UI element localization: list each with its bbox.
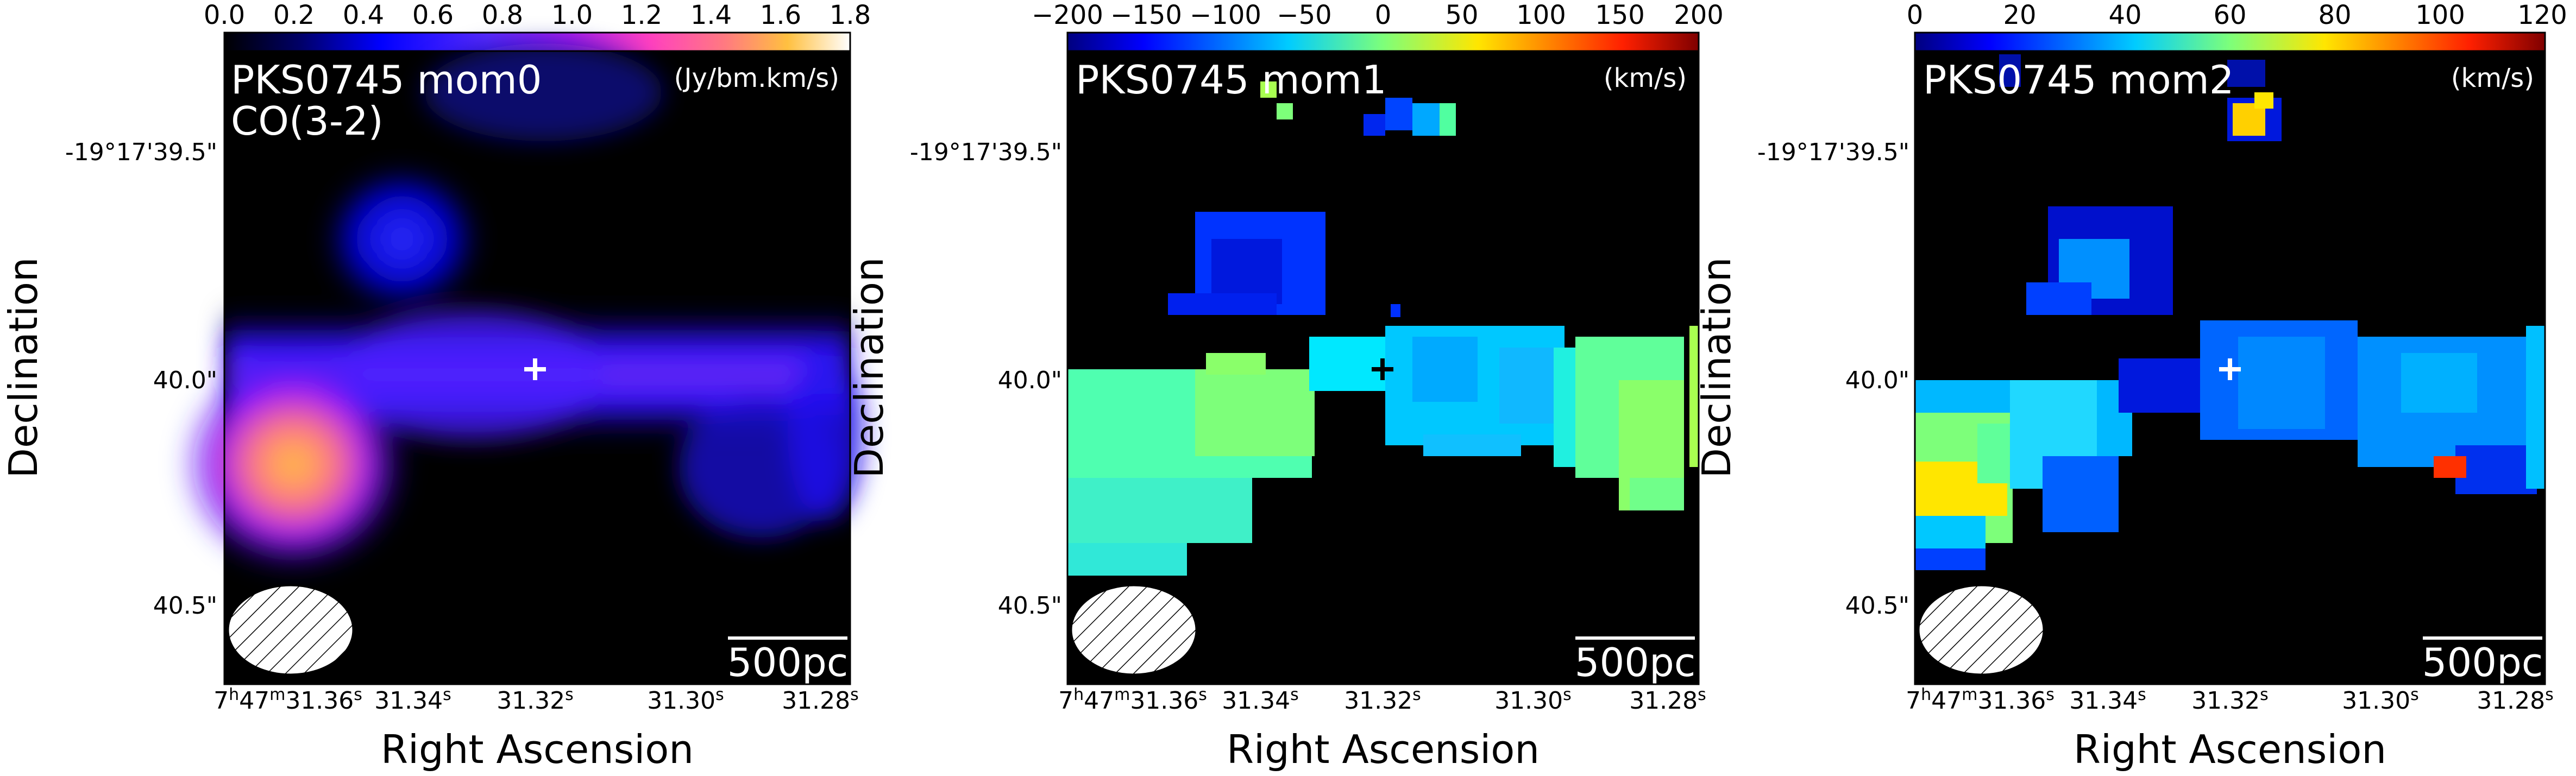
x-tick-label: 31.34s: [374, 685, 451, 715]
colorbar-mom1-tick: −200: [1032, 0, 1103, 30]
colorbar-mom2-tick: 40: [2108, 0, 2141, 30]
colorbar-mom0-tick: 1.2: [621, 0, 662, 30]
scale-bar: 500pc: [1575, 636, 1696, 685]
colorbar-mom0-tick: 1.6: [760, 0, 801, 30]
x-tick-label: 31.28s: [2477, 685, 2554, 715]
beam-ellipse: [227, 584, 354, 676]
colorbar-mom1-tick: 0: [1375, 0, 1392, 30]
colorbar-mom0: 0.0 0.2 0.4 0.6 0.8 1.0 1.2 1.4 1.6 1.8: [204, 0, 871, 52]
y-tick-label: 40.5": [153, 592, 217, 620]
colorbar-mom0-tick: 1.4: [690, 0, 732, 30]
center-marker: [524, 358, 546, 380]
x-axis-title: Right Ascension: [381, 727, 694, 772]
y-tick-label: -19°17'39.5": [1757, 138, 1909, 166]
y-axis-mom0: Declination -19°17'39.5" 40.0" 40.5": [1, 138, 217, 620]
panel-mom2: 0 20 40 60 80 100 120: [1694, 0, 2567, 772]
y-tick-label: 40.0": [998, 367, 1062, 394]
x-tick-label: 31.34s: [2069, 685, 2146, 715]
panel-mom1: −200 −150 −100 −50 0 50 100 150 200: [846, 0, 1724, 772]
colorbar-mom0-tick: 1.8: [830, 0, 871, 30]
panel-mom1-title: PKS0745 mom1: [1076, 57, 1387, 103]
colorbar-mom2-tick: 60: [2213, 0, 2246, 30]
x-axis-mom1: 7h47m31.36s 31.34s 31.32s 31.30s 31.28s …: [1058, 685, 1706, 772]
colorbar-mom1-tick: 200: [1674, 0, 1724, 30]
center-marker: [1372, 358, 1393, 380]
image-mom1: PKS0745 mom1 (km/s) 500pc: [1066, 50, 1700, 685]
colorbar-mom1-tick: −100: [1190, 0, 1261, 30]
panel-mom2-unit: (km/s): [2451, 63, 2534, 93]
colorbar-mom1-tick: −50: [1277, 0, 1331, 30]
colorbar-mom2-tick: 80: [2318, 0, 2351, 30]
y-axis-mom2: Declination -19°17'39.5" 40.0" 40.5": [1694, 138, 1909, 620]
colorbar-mom1-tick: 50: [1445, 0, 1478, 30]
colorbar-mom2-gradient: [1914, 31, 2546, 52]
colorbar-mom2-tick: 100: [2415, 0, 2465, 30]
x-tick-label: 31.30s: [647, 685, 724, 715]
colorbar-mom0-tick: 0.4: [343, 0, 384, 30]
x-tick-label: 31.32s: [1344, 685, 1421, 715]
x-tick-label: 31.32s: [2191, 685, 2269, 715]
colorbar-mom1-tick: 150: [1595, 0, 1645, 30]
y-tick-label: 40.0": [153, 367, 217, 394]
colorbar-mom1-gradient: [1066, 31, 1700, 52]
colorbar-mom0-tick: 0.8: [482, 0, 523, 30]
x-axis-title: Right Ascension: [1227, 727, 1540, 772]
colorbar-mom2: 0 20 40 60 80 100 120: [1907, 0, 2567, 52]
x-tick-label: 31.32s: [497, 685, 574, 715]
panel-mom2-title: PKS0745 mom2: [1923, 57, 2234, 103]
y-tick-label: 40.5": [1845, 592, 1909, 620]
x-axis-title: Right Ascension: [2074, 727, 2386, 772]
image-mom2: PKS0745 mom2 (km/s) 500pc: [1914, 50, 2546, 685]
panel-mom0: 0.0 0.2 0.4 0.6 0.8 1.0 1.2 1.4 1.6 1.8 …: [1, 0, 871, 772]
scale-bar-label: 500pc: [1575, 640, 1696, 685]
colorbar-mom1-tick: −150: [1110, 0, 1182, 30]
panel-mom0-title: PKS0745 mom0: [231, 57, 542, 103]
colorbar-mom2-tick: 120: [2517, 0, 2567, 30]
scale-bar: 500pc: [727, 636, 849, 685]
x-tick-label: 31.30s: [1494, 685, 1572, 715]
panel-mom0-unit: (Jy/bm.km/s): [674, 63, 839, 93]
colorbar-mom0-tick: 0.6: [412, 0, 454, 30]
x-tick-label: 7h47m31.36s: [1906, 685, 2054, 715]
y-tick-label: 40.0": [1845, 367, 1909, 394]
scale-bar-label: 500pc: [727, 640, 849, 685]
y-axis-title: Declination: [846, 257, 892, 478]
y-axis-mom1: Declination -19°17'39.5" 40.0" 40.5": [846, 138, 1062, 620]
velocity-pixels: [1067, 81, 1698, 576]
image-mom0: PKS0745 mom0 CO(3-2) (Jy/bm.km/s) 500pc: [179, 43, 864, 685]
y-tick-label: 40.5": [998, 592, 1062, 620]
y-tick-label: -19°17'39.5": [65, 138, 217, 166]
y-axis-title: Declination: [1, 257, 46, 478]
colorbar-mom2-tick: 0: [1907, 0, 1924, 30]
x-tick-label: 7h47m31.36s: [1058, 685, 1207, 715]
colorbar-mom2-tick: 20: [2003, 0, 2036, 30]
x-tick-label: 31.34s: [1222, 685, 1299, 715]
x-tick-label: 31.30s: [2342, 685, 2419, 715]
colorbar-mom0-tick: 0.2: [273, 0, 315, 30]
x-axis-mom2: 7h47m31.36s 31.34s 31.32s 31.30s 31.28s …: [1906, 685, 2554, 772]
colorbar-mom1-tick: 100: [1516, 0, 1566, 30]
y-axis-title: Declination: [1694, 257, 1739, 478]
dispersion-pixels: [1915, 54, 2545, 570]
colorbar-mom1: −200 −150 −100 −50 0 50 100 150 200: [1032, 0, 1724, 52]
x-tick-label: 7h47m31.36s: [213, 685, 362, 715]
panel-mom0-subtitle: CO(3-2): [231, 98, 384, 144]
scale-bar-label: 500pc: [2422, 640, 2543, 685]
x-tick-label: 31.28s: [782, 685, 859, 715]
colorbar-mom0-tick: 0.0: [204, 0, 245, 30]
y-tick-label: -19°17'39.5": [910, 138, 1062, 166]
x-axis-mom0: 7h47m31.36s 31.34s 31.32s 31.30s 31.28s …: [213, 685, 859, 772]
beam-ellipse: [1918, 584, 2045, 676]
panel-mom1-unit: (km/s): [1604, 63, 1687, 93]
x-tick-label: 31.28s: [1629, 685, 1706, 715]
scale-bar: 500pc: [2422, 636, 2543, 685]
beam-ellipse: [1070, 584, 1197, 676]
colorbar-mom0-tick: 1.0: [551, 0, 593, 30]
emission-peak: [179, 356, 407, 573]
center-marker: [2219, 358, 2241, 380]
